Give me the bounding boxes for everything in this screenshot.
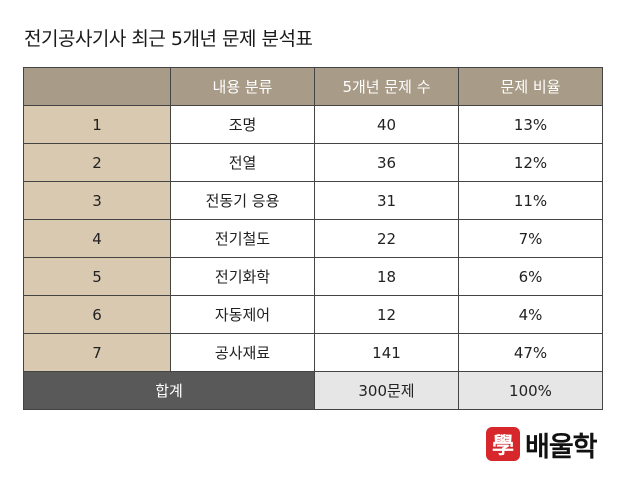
header-count: 5개년 문제 수: [314, 67, 459, 106]
row-category: 공사재료: [170, 333, 315, 372]
row-ratio: 47%: [458, 333, 603, 372]
total-ratio: 100%: [458, 371, 603, 410]
row-ratio: 12%: [458, 143, 603, 182]
brand-logo: 學 배울학: [486, 424, 598, 464]
table-row: 6 자동제어 12 4%: [23, 295, 603, 334]
row-count: 18: [314, 257, 459, 296]
table-header-row: 내용 분류 5개년 문제 수 문제 비율: [23, 67, 603, 106]
total-count: 300문제: [314, 371, 459, 410]
analysis-table: 내용 분류 5개년 문제 수 문제 비율 1 조명 40 13% 2 전열 36…: [23, 67, 603, 410]
row-category: 조명: [170, 105, 315, 144]
row-category: 자동제어: [170, 295, 315, 334]
row-count: 12: [314, 295, 459, 334]
row-number: 3: [23, 181, 171, 220]
row-number: 5: [23, 257, 171, 296]
row-category: 전동기 응용: [170, 181, 315, 220]
row-ratio: 4%: [458, 295, 603, 334]
row-number: 2: [23, 143, 171, 182]
table-row: 4 전기철도 22 7%: [23, 219, 603, 258]
row-number: 6: [23, 295, 171, 334]
row-ratio: 6%: [458, 257, 603, 296]
header-blank: [23, 67, 171, 106]
page-title: 전기공사기사 최근 5개년 문제 분석표: [24, 28, 313, 50]
row-ratio: 11%: [458, 181, 603, 220]
table-row: 3 전동기 응용 31 11%: [23, 181, 603, 220]
header-ratio: 문제 비율: [458, 67, 603, 106]
header-category: 내용 분류: [170, 67, 315, 106]
row-number: 7: [23, 333, 171, 372]
table-row: 5 전기화학 18 6%: [23, 257, 603, 296]
row-number: 1: [23, 105, 171, 144]
row-ratio: 13%: [458, 105, 603, 144]
table-total-row: 합계 300문제 100%: [23, 371, 603, 410]
row-category: 전열: [170, 143, 315, 182]
logo-text: 배울학: [525, 431, 598, 463]
row-count: 36: [314, 143, 459, 182]
row-count: 40: [314, 105, 459, 144]
row-count: 22: [314, 219, 459, 258]
table-row: 1 조명 40 13%: [23, 105, 603, 144]
table-row: 7 공사재료 141 47%: [23, 333, 603, 372]
row-count: 141: [314, 333, 459, 372]
logo-mark-icon: 學: [486, 427, 520, 461]
total-label: 합계: [23, 371, 315, 410]
table-row: 2 전열 36 12%: [23, 143, 603, 182]
row-ratio: 7%: [458, 219, 603, 258]
row-count: 31: [314, 181, 459, 220]
row-category: 전기화학: [170, 257, 315, 296]
row-category: 전기철도: [170, 219, 315, 258]
row-number: 4: [23, 219, 171, 258]
